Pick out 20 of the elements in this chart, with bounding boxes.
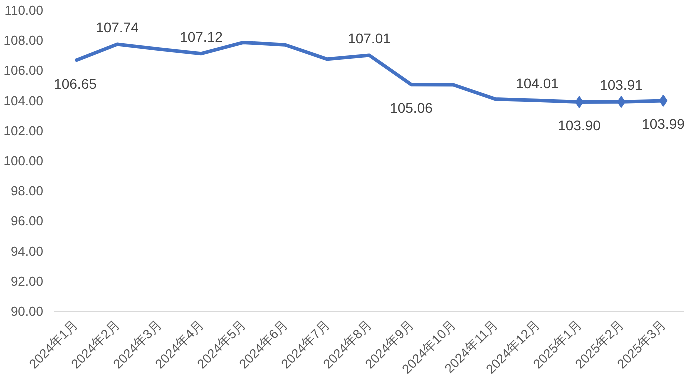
y-tick-label: 108.00 <box>4 33 44 48</box>
data-label: 103.90 <box>558 117 602 134</box>
data-label: 105.06 <box>390 100 434 116</box>
y-tick-label: 100.00 <box>4 154 44 168</box>
y-tick-label: 90.00 <box>10 304 44 319</box>
y-tick-label: 106.00 <box>4 63 44 78</box>
data-label: 107.74 <box>96 20 140 36</box>
data-label: 107.12 <box>180 28 224 45</box>
y-tick-label: 102.00 <box>4 123 44 138</box>
data-label: 104.01 <box>516 76 560 92</box>
data-label: 106.65 <box>54 76 98 92</box>
data-label: 103.91 <box>600 77 644 94</box>
data-label: 107.01 <box>348 30 392 46</box>
y-tick-label: 98.00 <box>10 184 44 199</box>
y-tick-label: 96.00 <box>10 214 44 229</box>
y-tick-label: 94.00 <box>10 244 44 259</box>
y-tick-label: 92.00 <box>10 274 44 289</box>
y-tick-label: 104.00 <box>4 93 44 108</box>
y-tick-label: 110.00 <box>4 3 44 18</box>
data-label: 103.99 <box>642 116 686 132</box>
